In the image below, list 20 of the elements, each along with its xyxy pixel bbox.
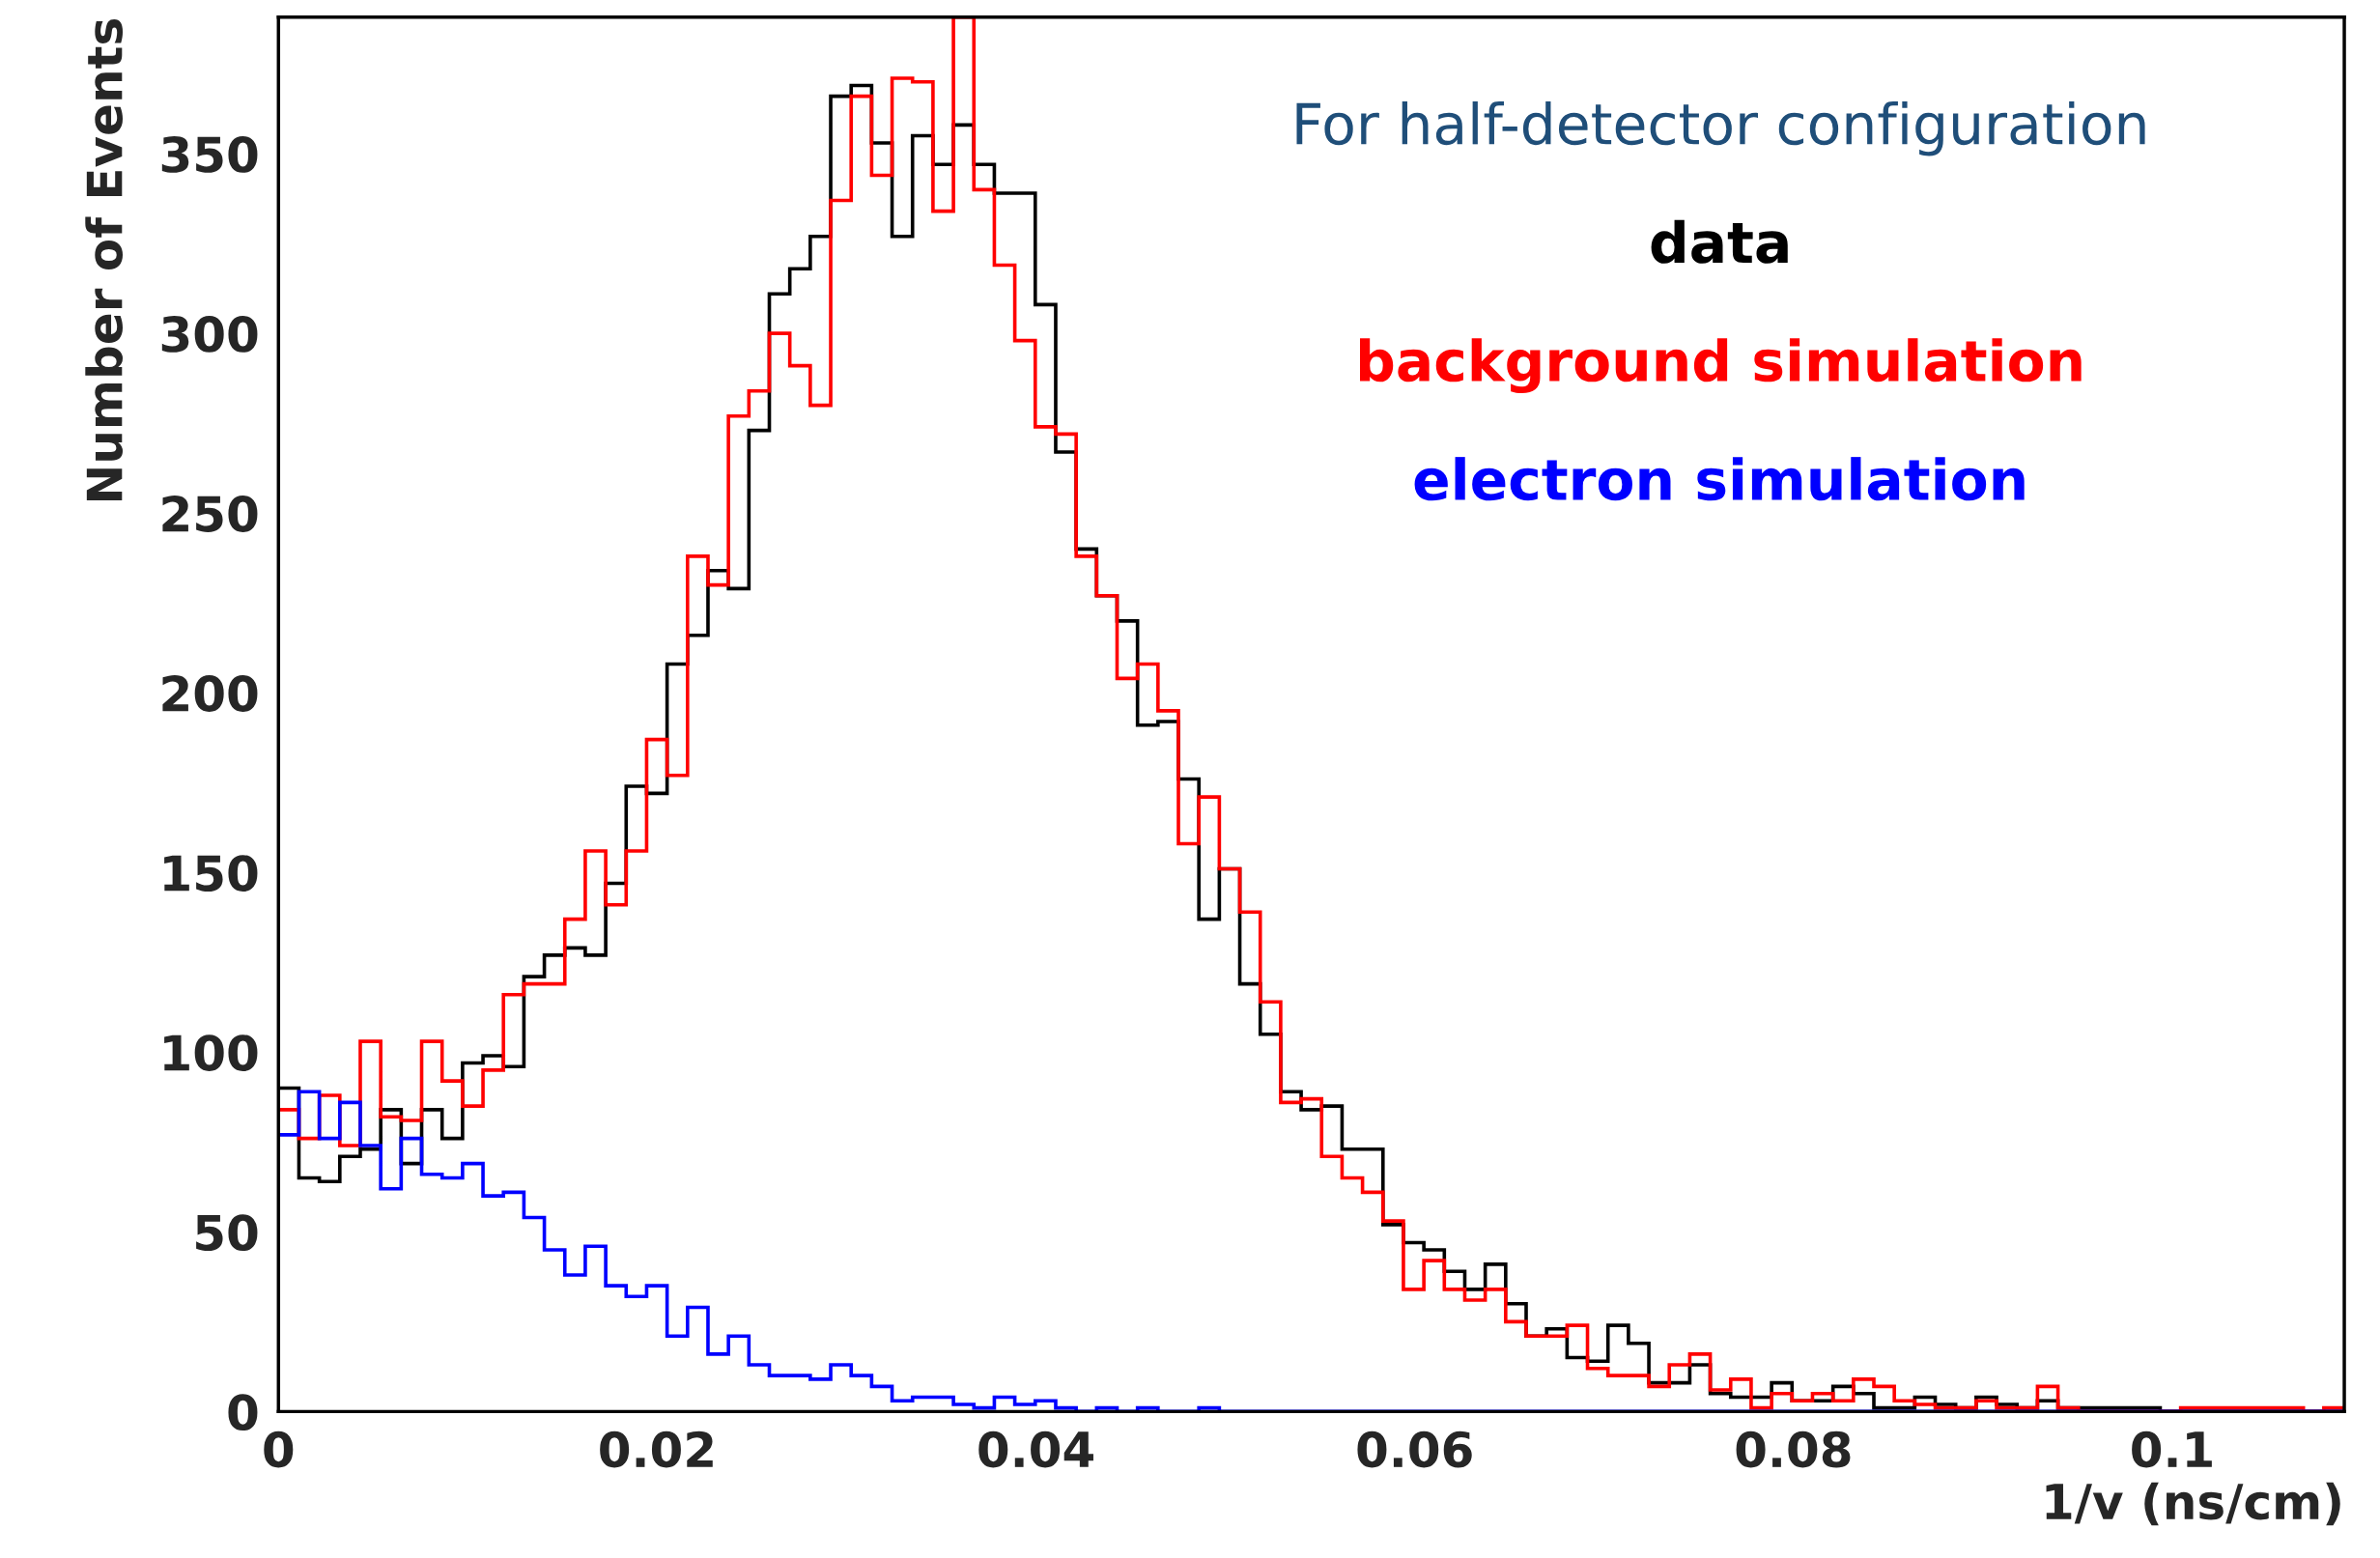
x-tick-label: 0 — [264, 1431, 294, 1468]
text: data — [1651, 219, 1788, 264]
y-tick-label: 50 — [196, 1214, 258, 1252]
y-tick-label: 250 — [162, 496, 258, 532]
x-tick-label: 0.02 — [600, 1431, 713, 1468]
text: electron simulation — [1414, 457, 2025, 501]
x-tick-label: 0.06 — [1357, 1431, 1472, 1468]
y-tick-label: 350 — [161, 136, 258, 173]
y-tick-label: 100 — [164, 1034, 258, 1072]
x-tick-label: 0.08 — [1736, 1431, 1851, 1468]
x-tick-label: 0.1 — [2132, 1431, 2212, 1468]
y-tick-label: 200 — [162, 675, 258, 712]
y-tick-label: 0 — [228, 1394, 258, 1431]
x-axis-title: 1/v (ns/cm) — [2046, 1482, 2340, 1526]
text: background simulation — [1360, 338, 2082, 394]
y-tick-label: 300 — [161, 316, 258, 353]
x-tick-label: 0.04 — [978, 1431, 1093, 1468]
legend-title: For half-detector configuration — [1296, 101, 2145, 156]
y-tick-label: 150 — [164, 855, 258, 892]
y-axis-title: Number of Events — [85, 19, 124, 500]
